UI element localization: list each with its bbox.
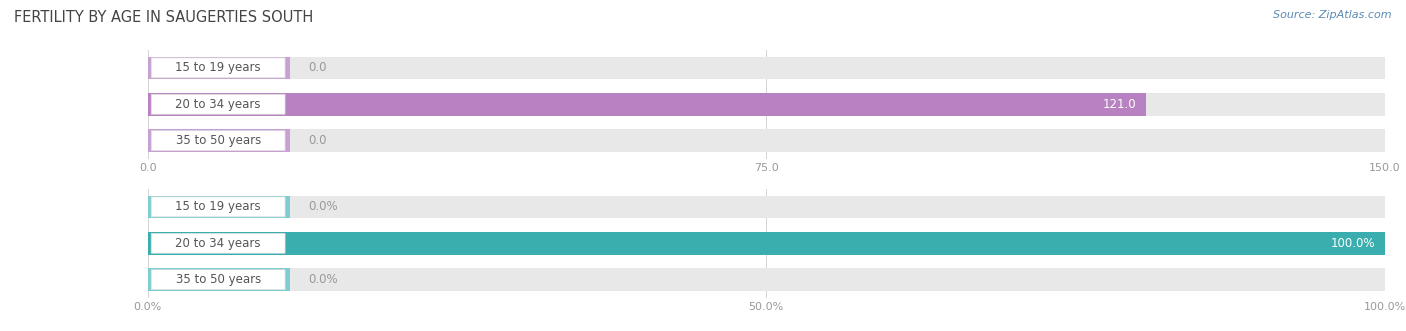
Bar: [148, 196, 1385, 218]
FancyBboxPatch shape: [152, 131, 285, 151]
Text: 100.0%: 100.0%: [1330, 237, 1375, 250]
Text: FERTILITY BY AGE IN SAUGERTIES SOUTH: FERTILITY BY AGE IN SAUGERTIES SOUTH: [14, 10, 314, 25]
Text: 121.0: 121.0: [1102, 98, 1136, 111]
Bar: [148, 268, 1385, 291]
FancyBboxPatch shape: [152, 58, 285, 78]
Bar: [148, 57, 1385, 79]
Text: 20 to 34 years: 20 to 34 years: [176, 237, 262, 250]
Text: 15 to 19 years: 15 to 19 years: [176, 61, 262, 74]
Bar: [148, 129, 290, 152]
Bar: [148, 129, 1385, 152]
Bar: [148, 93, 290, 116]
FancyBboxPatch shape: [152, 197, 285, 217]
Bar: [148, 268, 290, 291]
Bar: [148, 93, 1146, 116]
Text: 0.0%: 0.0%: [308, 273, 337, 286]
Text: 15 to 19 years: 15 to 19 years: [176, 200, 262, 213]
Bar: [148, 232, 1385, 255]
Bar: [148, 232, 290, 255]
FancyBboxPatch shape: [152, 94, 285, 114]
Text: Source: ZipAtlas.com: Source: ZipAtlas.com: [1274, 10, 1392, 20]
Bar: [148, 196, 290, 218]
Bar: [148, 57, 290, 79]
Bar: [148, 232, 1385, 255]
FancyBboxPatch shape: [152, 233, 285, 253]
FancyBboxPatch shape: [152, 270, 285, 290]
Text: 35 to 50 years: 35 to 50 years: [176, 273, 260, 286]
Text: 0.0%: 0.0%: [308, 200, 337, 213]
Bar: [148, 93, 1385, 116]
Text: 0.0: 0.0: [308, 61, 328, 74]
Text: 0.0: 0.0: [308, 134, 328, 147]
Text: 35 to 50 years: 35 to 50 years: [176, 134, 260, 147]
Text: 20 to 34 years: 20 to 34 years: [176, 98, 262, 111]
